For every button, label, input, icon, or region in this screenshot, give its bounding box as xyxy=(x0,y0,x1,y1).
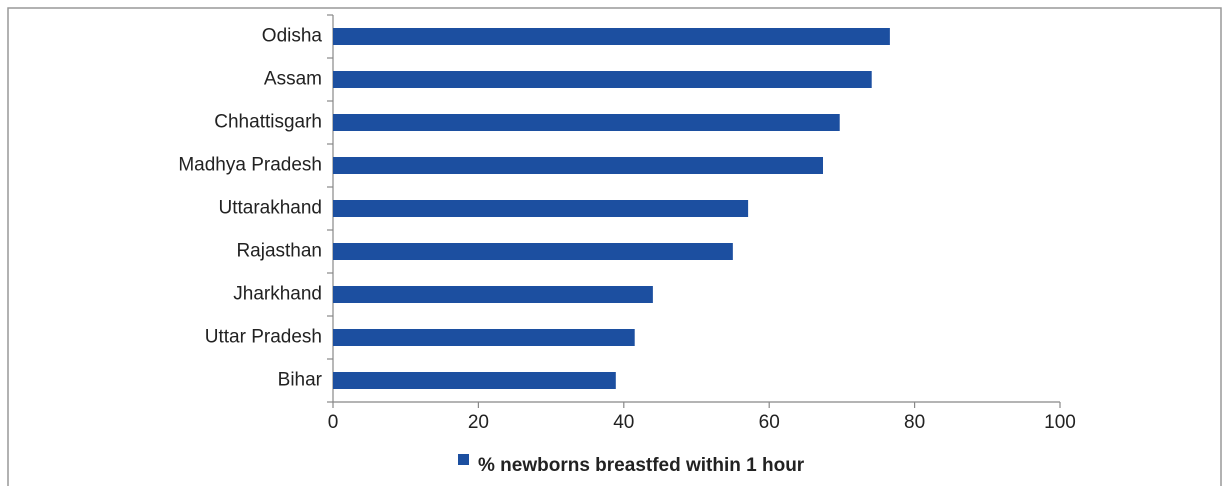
x-tick-label: 40 xyxy=(613,412,634,433)
y-tick-label: Rajasthan xyxy=(236,241,322,262)
bar xyxy=(333,114,840,131)
frame xyxy=(7,7,1222,486)
y-tick-label: Uttar Pradesh xyxy=(205,327,322,348)
bar xyxy=(333,71,872,88)
y-tick-label: Odisha xyxy=(262,26,323,47)
y-tick-label: Madhya Pradesh xyxy=(178,155,322,176)
x-tick-label: 60 xyxy=(759,412,780,433)
x-tick-label: 20 xyxy=(468,412,489,433)
y-tick-label: Jharkhand xyxy=(233,284,322,305)
bar xyxy=(333,372,616,389)
y-tick-label: Bihar xyxy=(278,370,323,391)
bar xyxy=(333,157,823,174)
y-tick-label: Uttarakhand xyxy=(218,198,322,219)
x-tick-label: 100 xyxy=(1044,412,1076,433)
legend-swatch xyxy=(458,454,469,465)
y-tick-label: Chhattisgarh xyxy=(214,112,322,133)
bar xyxy=(333,329,635,346)
bar xyxy=(333,200,749,217)
y-tick-label: Assam xyxy=(264,69,322,90)
x-tick-label: 0 xyxy=(328,412,339,433)
bar xyxy=(333,28,890,45)
bar xyxy=(333,286,653,303)
x-tick-label: 80 xyxy=(904,412,925,433)
legend-label: % newborns breastfed within 1 hour xyxy=(478,455,805,476)
bar xyxy=(333,243,733,260)
